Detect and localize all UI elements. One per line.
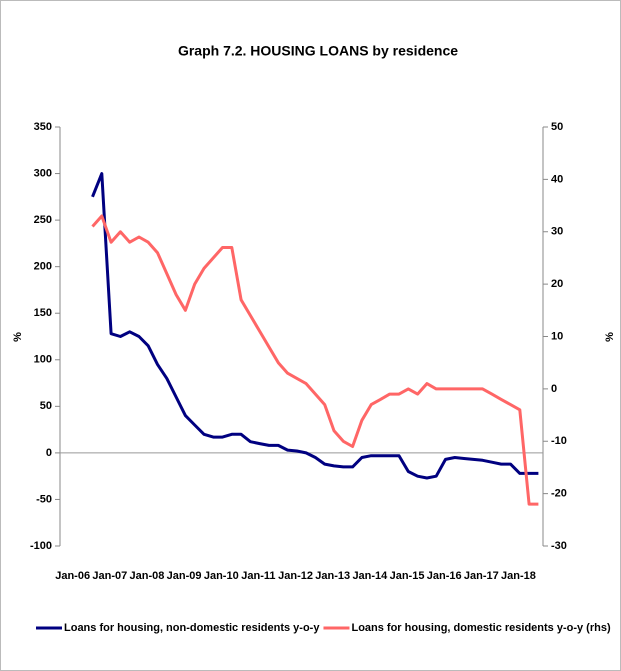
y2-tick-label: 50 (551, 121, 563, 133)
x-tick-label: Jan-17 (464, 570, 499, 582)
x-tick-label: Jan-08 (130, 570, 165, 582)
y-tick-label: -100 (30, 540, 52, 552)
y-tick-label: 250 (34, 214, 52, 226)
x-tick-label: Jan-07 (92, 570, 127, 582)
y2-tick-label: -10 (551, 435, 567, 447)
y2-tick-label: 0 (551, 383, 557, 395)
x-tick-label: Jan-13 (315, 570, 350, 582)
y-tick-label: 50 (40, 400, 52, 412)
x-tick-label: Jan-09 (167, 570, 202, 582)
y-tick-label: 350 (34, 121, 52, 133)
series-line (91, 214, 539, 506)
y-tick-label: -50 (36, 493, 52, 505)
y2-tick-label: 20 (551, 278, 563, 290)
y2-tick-label: 10 (551, 330, 563, 342)
y-tick-label: 200 (34, 261, 52, 273)
x-tick-label: Jan-11 (241, 570, 275, 582)
x-tick-label: Jan-06 (55, 570, 90, 582)
y2-axis-label: % (604, 332, 616, 342)
chart-title: Graph 7.2. HOUSING LOANS by residence (178, 43, 458, 59)
x-tick-label: Jan-18 (501, 570, 536, 582)
y-tick-label: 100 (34, 354, 52, 366)
y2-tick-label: 30 (551, 226, 563, 238)
x-tick-label: Jan-12 (278, 570, 313, 582)
y-tick-label: 150 (34, 307, 52, 319)
x-tick-label: Jan-16 (427, 570, 462, 582)
series-line (91, 172, 539, 480)
legend-label: Loans for housing, non-domestic resident… (64, 622, 320, 634)
x-tick-label: Jan-14 (352, 570, 388, 582)
x-tick-label: Jan-10 (204, 570, 239, 582)
y2-tick-label: -30 (551, 540, 567, 552)
y-axis-label: % (12, 332, 24, 342)
y2-tick-label: 40 (551, 173, 563, 185)
legend-label: Loans for housing, domestic residents y-… (351, 622, 610, 634)
y-tick-label: 0 (46, 447, 52, 459)
y2-tick-label: -20 (551, 488, 567, 500)
x-tick-label: Jan-15 (390, 570, 425, 582)
y-tick-label: 300 (34, 167, 52, 179)
